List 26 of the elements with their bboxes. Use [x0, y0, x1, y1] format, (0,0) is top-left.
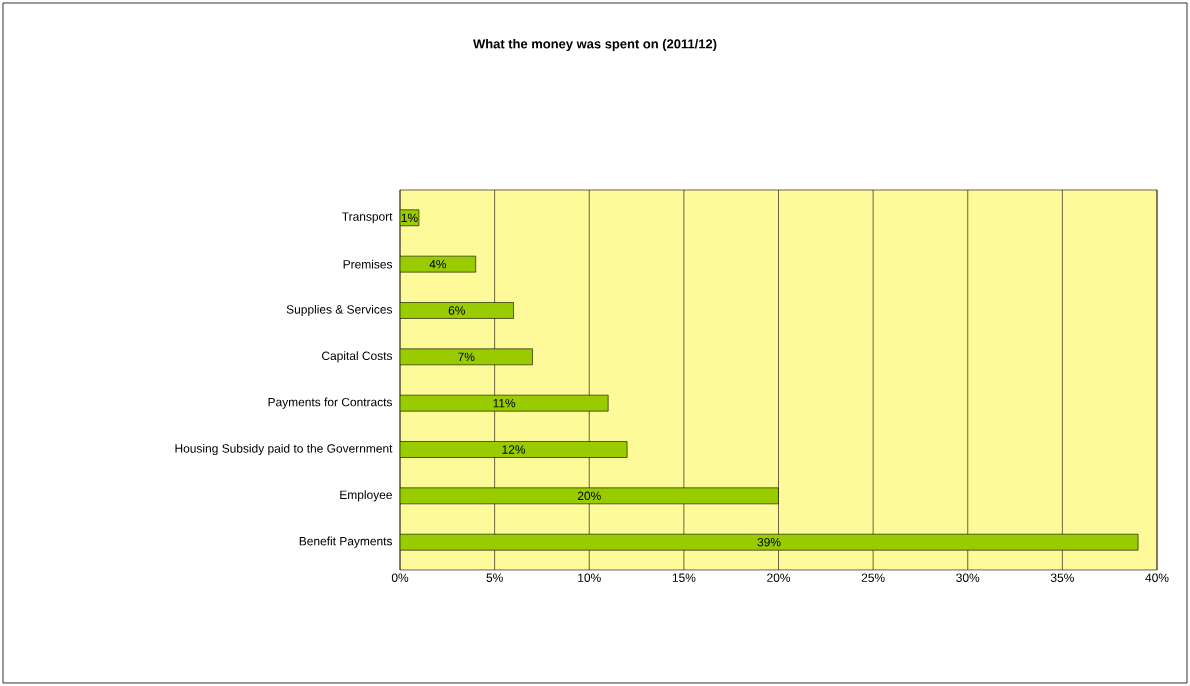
- data-label: 12%: [502, 445, 526, 454]
- x-tick-label: 15%: [672, 573, 696, 582]
- x-tick-label: 35%: [1050, 573, 1074, 582]
- x-tick-label: 10%: [578, 573, 601, 582]
- data-label: 39%: [757, 537, 781, 547]
- data-label: 6%: [448, 306, 465, 315]
- y-tick-label: Employee: [340, 490, 392, 502]
- y-tick-label: Premises: [343, 259, 393, 269]
- data-label: 7%: [458, 352, 475, 361]
- data-label: 4%: [429, 259, 447, 269]
- x-tick-label: 30%: [956, 573, 980, 582]
- y-tick-label: Benefit Payments: [299, 536, 393, 548]
- y-tick-label: Capital Costs: [322, 351, 393, 363]
- x-tick-label: 5%: [486, 573, 503, 582]
- y-tick-label: Supplies & Services: [286, 304, 393, 317]
- data-label: 1%: [401, 213, 418, 222]
- x-tick-label: 40%: [1145, 573, 1169, 582]
- x-tick-label: 25%: [861, 573, 885, 582]
- data-label: 20%: [577, 491, 601, 501]
- data-label: 11%: [493, 398, 516, 408]
- y-tick-label: Transport: [342, 212, 393, 224]
- x-tick-label: 20%: [767, 573, 791, 582]
- y-tick-label: Housing Subsidy paid to the Government: [175, 443, 393, 456]
- chart-title: What the money was spent on (2011/12): [473, 38, 717, 52]
- x-tick-label: 0%: [391, 573, 409, 582]
- y-tick-label: Payments for Contracts: [268, 397, 393, 409]
